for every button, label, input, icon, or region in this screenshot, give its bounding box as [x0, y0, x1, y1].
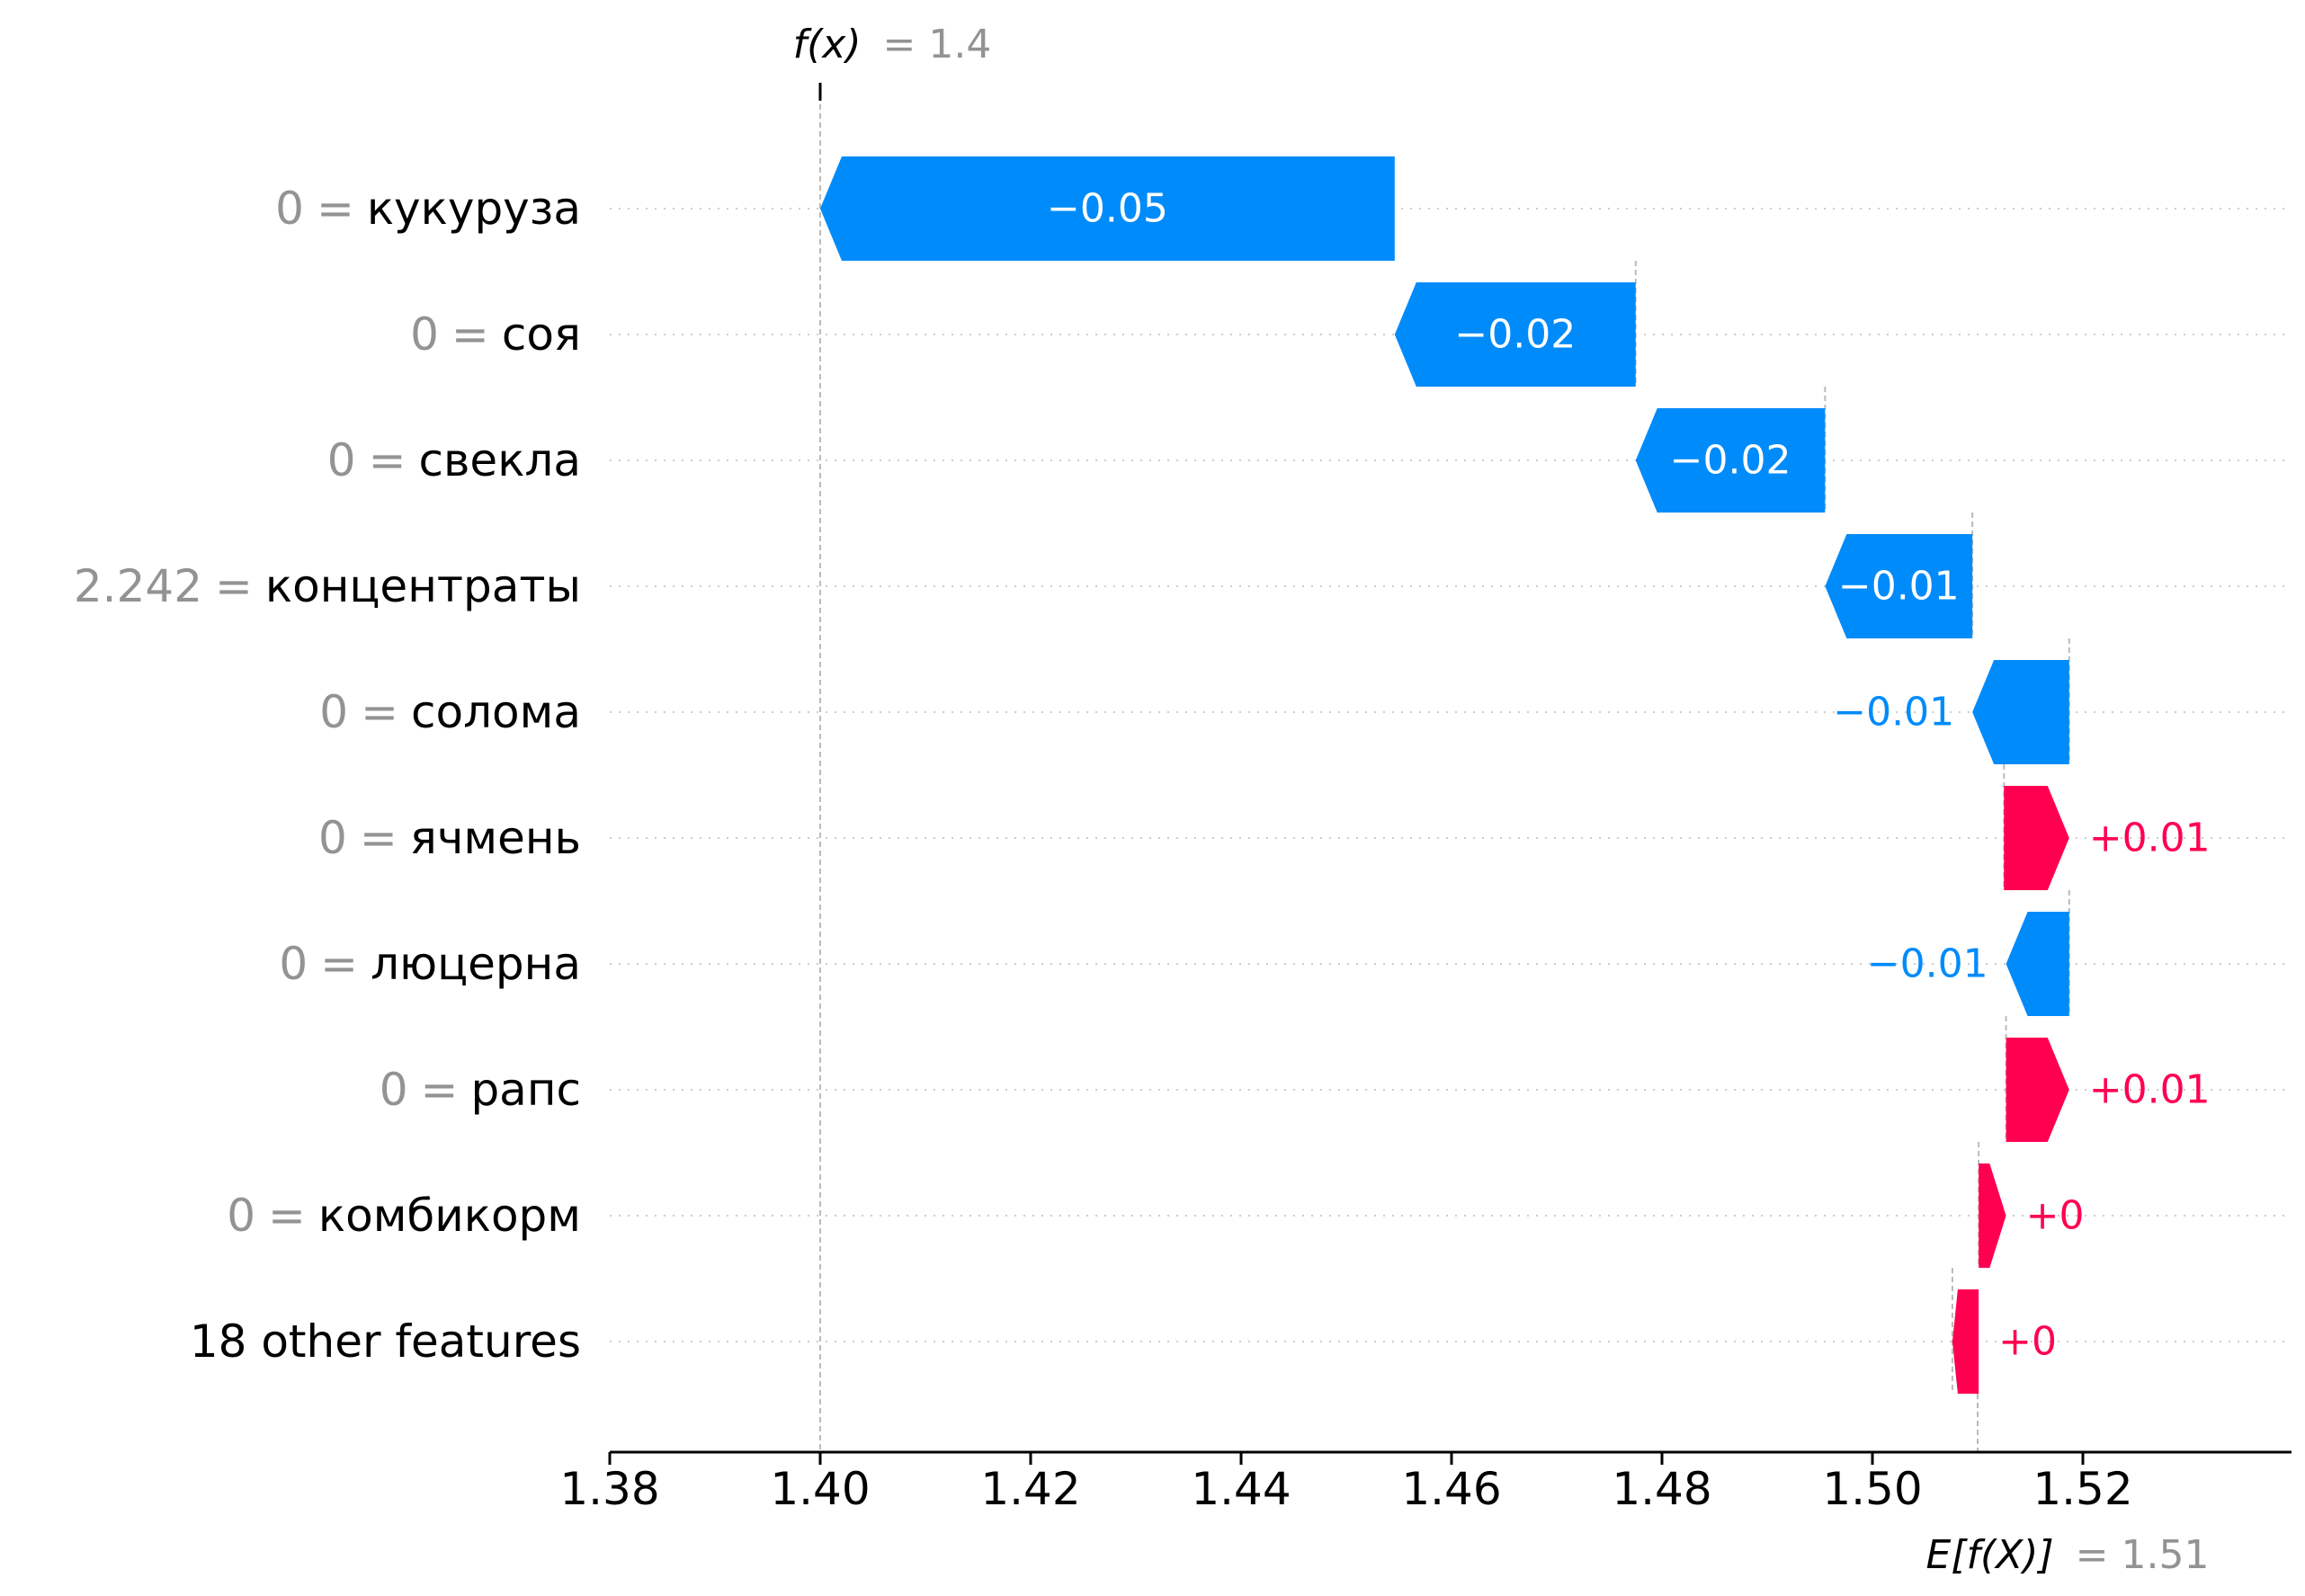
x-tick-label: 1.40	[770, 1463, 870, 1515]
fx-symbol: f(x)	[793, 22, 862, 67]
feature-label: 0 = свекла	[327, 434, 581, 486]
svg-text:E[f(X)] = 1.51: E[f(X)] = 1.51	[1926, 1532, 2210, 1578]
feature-name: соя	[502, 308, 581, 361]
feature-eq: =	[320, 938, 358, 990]
feature-value: 0	[319, 686, 348, 738]
feature-value: 0	[279, 938, 308, 990]
feature-value: 0	[227, 1190, 255, 1242]
efx-symbol: E[f(X)]	[1926, 1532, 2054, 1578]
feature-eq: =	[421, 1064, 459, 1116]
contribution-bar	[1972, 660, 2069, 764]
feature-name: кукуруза	[367, 183, 581, 235]
contribution-bar	[820, 156, 1395, 261]
contribution-label: −0.05	[1047, 186, 1168, 232]
feature-eq: =	[317, 183, 354, 235]
contribution-bar	[2006, 1038, 2069, 1142]
fx-annotation: f(x) = 1.4	[793, 22, 992, 67]
feature-value: 0	[275, 183, 304, 235]
feature-eq: =	[361, 686, 398, 738]
feature-name: ячмень	[410, 812, 581, 864]
feature-value: 0	[380, 1064, 408, 1116]
contribution-bars	[820, 156, 2069, 1394]
feature-eq: =	[369, 434, 407, 486]
contribution-label: −0.02	[1670, 438, 1791, 484]
feature-eq: =	[360, 812, 398, 864]
contribution-label: +0.01	[2089, 816, 2211, 861]
feature-label: 0 = солома	[319, 686, 581, 738]
x-tick-label: 1.52	[2033, 1463, 2132, 1515]
x-axis: 1.38 1.40 1.42 1.44 1.46 1.48 1.50 1.52	[559, 1450, 2292, 1515]
feature-label: 0 = соя	[410, 308, 581, 361]
contribution-label: +0.01	[2089, 1067, 2211, 1113]
efx-value: = 1.51	[2076, 1532, 2210, 1578]
feature-eq: =	[215, 560, 253, 612]
contribution-label: +0	[2026, 1193, 2085, 1239]
feature-value: 2.242	[74, 560, 202, 612]
feature-label: 0 = кукуруза	[275, 183, 581, 235]
contribution-label: −0.02	[1454, 312, 1576, 358]
feature-label: 0 = люцерна	[279, 938, 581, 990]
x-tick-label: 1.48	[1612, 1463, 1711, 1515]
feature-value: 0	[327, 434, 356, 486]
feature-value: 0	[318, 812, 347, 864]
contribution-label: −0.01	[1867, 941, 1988, 987]
x-tick-label: 1.44	[1191, 1463, 1291, 1515]
x-tick-label: 1.42	[980, 1463, 1080, 1515]
contribution-label: −0.01	[1838, 564, 1960, 610]
contribution-bar	[1979, 1164, 2006, 1268]
feature-value: 0	[410, 308, 439, 361]
contribution-bar	[2006, 912, 2069, 1016]
contribution-labels: −0.05 −0.02 −0.02 −0.01 −0.01 +0.01 −0.01 +0.01…	[1047, 186, 2211, 1365]
efx-annotation: E[f(X)] = 1.51	[1926, 1532, 2210, 1578]
feature-name: свекла	[418, 434, 581, 486]
feature-eq: =	[268, 1190, 306, 1242]
feature-eq: =	[451, 308, 489, 361]
x-tick-label: 1.50	[1822, 1463, 1922, 1515]
x-tick-label: 1.46	[1401, 1463, 1501, 1515]
contribution-bar	[2004, 786, 2069, 890]
contribution-bar	[1825, 534, 1973, 638]
feature-name: солома	[411, 686, 581, 738]
feature-label: 18 other features	[190, 1315, 581, 1368]
contribution-bar	[1952, 1289, 1979, 1394]
feature-label: 0 = рапс	[380, 1064, 581, 1116]
feature-name: рапс	[470, 1064, 581, 1116]
contribution-label: +0	[1998, 1319, 2057, 1365]
feature-label: 0 = комбикорм	[227, 1190, 581, 1242]
feature-label: 0 = ячмень	[318, 812, 581, 864]
feature-name: люцерна	[371, 938, 581, 990]
x-tick-label: 1.38	[559, 1463, 659, 1515]
fx-value: = 1.4	[883, 22, 992, 67]
contribution-bar	[1635, 408, 1826, 513]
contribution-bar	[1394, 282, 1636, 387]
feature-name: 18 other features	[190, 1315, 581, 1368]
feature-name: концентраты	[265, 560, 581, 612]
feature-name: комбикорм	[318, 1190, 581, 1242]
svg-text:f(x) = 1.4: f(x) = 1.4	[793, 22, 992, 67]
contribution-label: −0.01	[1833, 690, 1954, 736]
feature-label: 2.242 = концентраты	[74, 560, 581, 612]
